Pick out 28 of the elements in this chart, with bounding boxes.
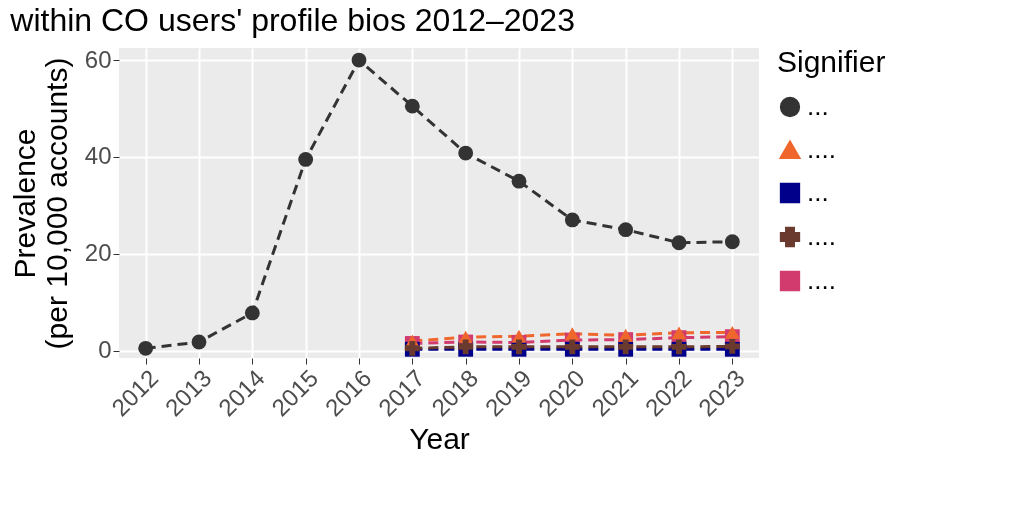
legend-label: .... [807, 265, 836, 295]
point [671, 326, 687, 340]
point [564, 327, 580, 341]
point [724, 234, 740, 250]
y-axis-title: Prevalence (per 10,000 accounts) [7, 57, 73, 350]
point [458, 145, 474, 161]
point [724, 325, 740, 339]
point [298, 152, 314, 167]
point [618, 222, 634, 238]
y-tick-label: 60 [84, 45, 112, 73]
point [191, 334, 207, 350]
chart-title: within CO users' profile bios 2012–2023 [9, 2, 575, 38]
legend-label: .... [807, 221, 836, 251]
legend-label: .... [807, 134, 836, 164]
point [511, 173, 527, 189]
point [351, 52, 367, 68]
point [138, 340, 154, 356]
legend-label: ... [807, 91, 829, 121]
y-tick-label: 0 [98, 336, 112, 364]
x-axis-title: Year [409, 422, 470, 456]
point [564, 212, 580, 228]
legend-label: ... [807, 177, 829, 207]
point [404, 98, 420, 114]
legend-title: Signifier [777, 45, 886, 78]
point [244, 305, 260, 321]
point [671, 235, 687, 251]
y-tick-label: 20 [84, 239, 112, 267]
y-tick-label: 40 [84, 142, 112, 170]
